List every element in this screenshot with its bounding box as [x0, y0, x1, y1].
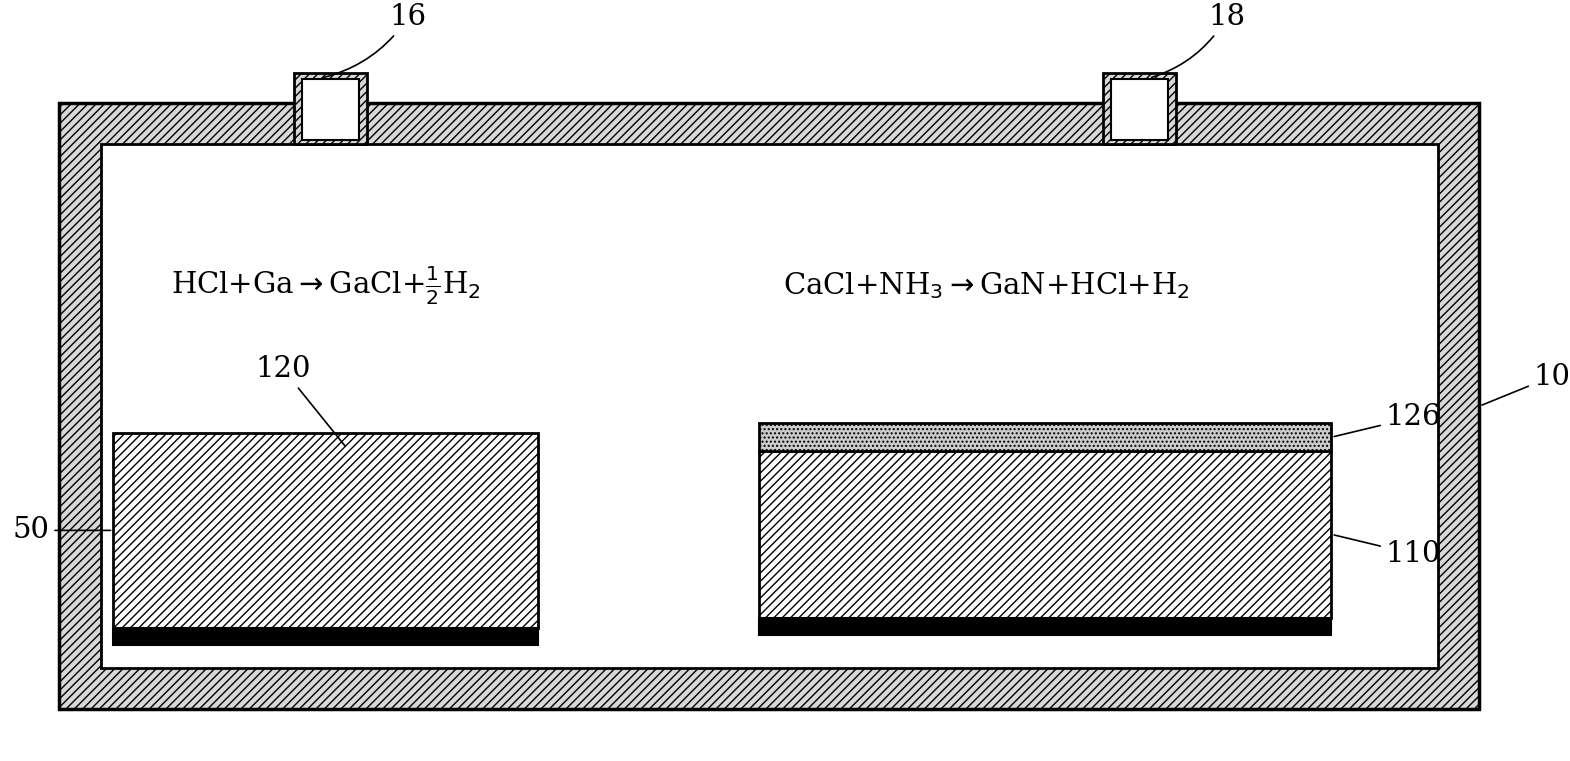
Bar	[1102, 73, 1176, 145]
Text: 10: 10	[1482, 362, 1570, 405]
Text: 110: 110	[1334, 535, 1441, 568]
Bar	[294, 73, 367, 145]
Bar	[760, 451, 1331, 618]
Bar	[760, 423, 1331, 451]
Bar	[301, 79, 360, 140]
Text: 126: 126	[1334, 403, 1441, 437]
Bar	[113, 628, 537, 645]
Text: CaCl+NH$_3$$\rightarrow$GaN+HCl+H$_2$: CaCl+NH$_3$$\rightarrow$GaN+HCl+H$_2$	[783, 270, 1190, 301]
Text: 50: 50	[13, 517, 110, 544]
Bar	[113, 433, 537, 628]
Bar	[1110, 79, 1168, 140]
Bar	[100, 145, 1438, 668]
Text: 18: 18	[1152, 3, 1245, 78]
Bar	[60, 103, 1479, 709]
Text: HCl+Ga$\rightarrow$GaCl+$\frac{1}{2}$H$_2$: HCl+Ga$\rightarrow$GaCl+$\frac{1}{2}$H$_…	[171, 264, 480, 307]
Bar	[760, 618, 1331, 635]
Text: 120: 120	[256, 355, 345, 446]
Text: 16: 16	[323, 3, 427, 78]
